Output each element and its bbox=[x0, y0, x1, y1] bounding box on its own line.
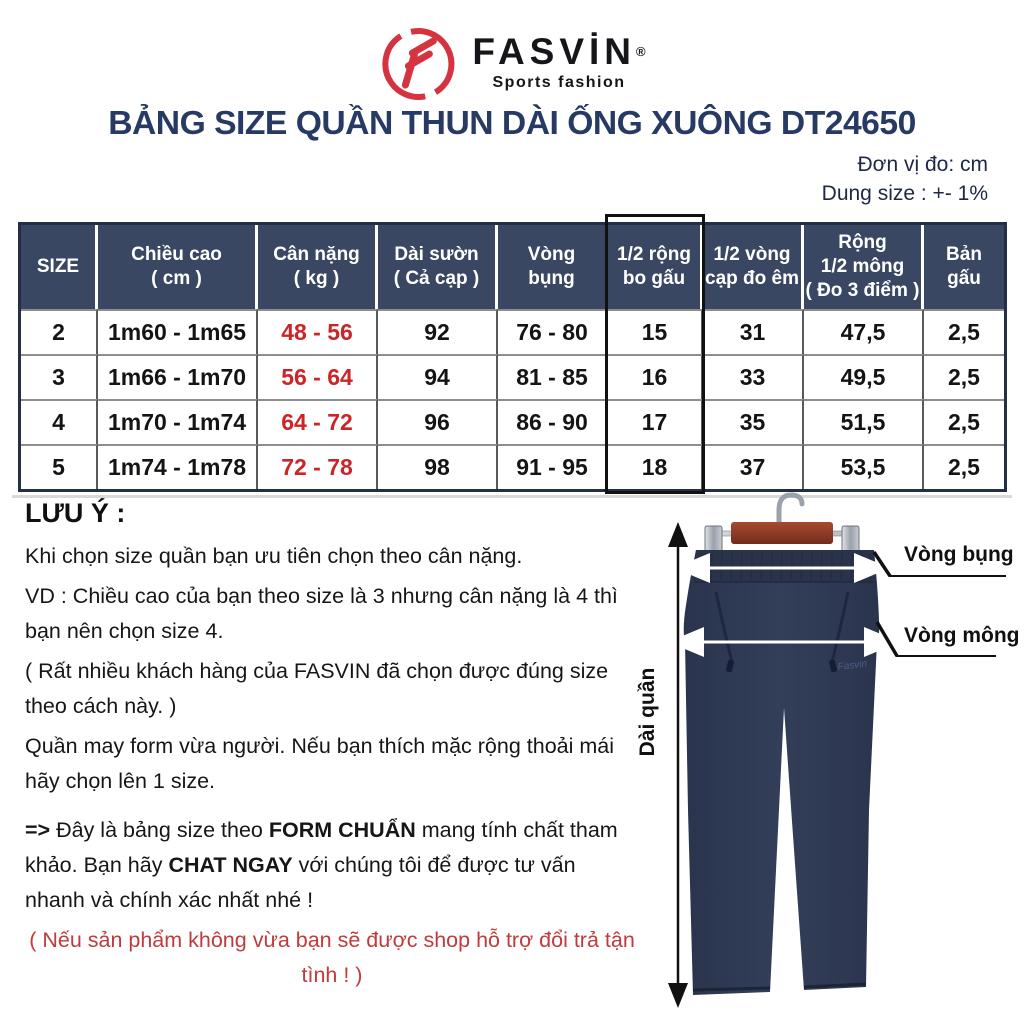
table-shadow bbox=[12, 495, 1012, 498]
hip-label: Vòng mông bbox=[904, 624, 1019, 647]
table-cell: 51,5 bbox=[804, 399, 924, 444]
table-cell: 37 bbox=[703, 444, 804, 489]
measurement-units: Đơn vị đo: cm Dung size : +- 1% bbox=[822, 150, 988, 208]
table-cell: 4 bbox=[21, 399, 98, 444]
notes-heading: LƯU Ý : bbox=[25, 498, 126, 528]
header-waistband: 1/2 vòng cạp đo êm bbox=[703, 225, 804, 309]
table-cell: 64 - 72 bbox=[258, 399, 378, 444]
table-cell: 92 bbox=[378, 309, 498, 354]
pants-embroidery-logo: Fasvin bbox=[837, 658, 868, 673]
pants-image: Fasvin bbox=[683, 550, 880, 995]
tolerance-line: Dung size : +- 1% bbox=[821, 182, 988, 205]
table-cell: 56 - 64 bbox=[258, 354, 378, 399]
header-height: Chiều cao ( cm ) bbox=[98, 225, 258, 309]
page-title: BẢNG SIZE QUẦN THUN DÀI ỐNG XUÔNG DT2465… bbox=[108, 104, 916, 141]
table-cell: 2,5 bbox=[924, 354, 1004, 399]
note-paragraph: ( Rất nhiều khách hàng của FASVIN đã chọ… bbox=[25, 659, 609, 718]
note-bold-chat-ngay: CHAT NGAY bbox=[168, 853, 293, 877]
note-paragraph: Khi chọn size quần bạn ưu tiên chọn theo… bbox=[25, 544, 523, 568]
notes-section: LƯU Ý : Khi chọn size quần bạn ưu tiên c… bbox=[25, 498, 639, 998]
note-paragraph: VD : Chiều cao của bạn theo size là 3 nh… bbox=[25, 584, 618, 643]
table-row: 3 1m66 - 1m70 56 - 64 94 81 - 85 16 33 49,5 2,5 bbox=[21, 354, 1004, 399]
table-cell: 47,5 bbox=[804, 309, 924, 354]
header-waist: Vòng bụng bbox=[498, 225, 608, 309]
table-row: 5 1m74 - 1m78 72 - 78 98 91 - 95 18 37 53,5 2,5 bbox=[21, 444, 1004, 489]
table-cell: 81 - 85 bbox=[498, 354, 608, 399]
table-row: 4 1m70 - 1m74 64 - 72 96 86 - 90 17 35 51,5 2,5 bbox=[21, 399, 1004, 444]
size-table-body: 2 1m60 - 1m65 48 - 56 92 76 - 80 15 31 47,5 2,5 3… bbox=[21, 309, 1004, 489]
header-weight: Cân nặng ( kg ) bbox=[258, 225, 378, 309]
table-cell: 1m60 - 1m65 bbox=[98, 309, 258, 354]
return-policy-note: ( Nếu sản phẩm không vừa bạn sẽ được sho… bbox=[29, 928, 635, 987]
pants-measurement-figure: Fasvin Vòng bụng Vòng mông Dài quần bbox=[636, 492, 1019, 1008]
table-cell: 2 bbox=[21, 309, 98, 354]
header-size: SIZE bbox=[21, 225, 98, 309]
table-row: 2 1m60 - 1m65 48 - 56 92 76 - 80 15 31 47,5 2,5 bbox=[21, 309, 1004, 354]
fasvin-logo-icon bbox=[382, 28, 455, 100]
waist-leader-line bbox=[872, 551, 892, 577]
table-cell: 49,5 bbox=[804, 354, 924, 399]
table-cell: 2,5 bbox=[924, 309, 1004, 354]
note-bold-form-chuan: FORM CHUẨN bbox=[268, 818, 416, 842]
table-cell: 1m70 - 1m74 bbox=[98, 399, 258, 444]
table-cell: 53,5 bbox=[804, 444, 924, 489]
unit-line: Đơn vị đo: cm bbox=[857, 153, 988, 176]
table-cell: 48 - 56 bbox=[258, 309, 378, 354]
table-cell: 18 bbox=[608, 444, 703, 489]
note-paragraph: Quần may form vừa người. Nếu bạn thích m… bbox=[25, 734, 615, 793]
arrow-glyph: => bbox=[25, 818, 51, 842]
note-text: Đây là bảng size theo bbox=[50, 818, 269, 842]
note-paragraph-emphasis: => Đây là bảng size theo FORM CHUẨN mang… bbox=[25, 813, 639, 918]
note-text: với chúng tôi để được tư vấn nhanh và ch… bbox=[25, 853, 576, 912]
table-cell: 1m74 - 1m78 bbox=[98, 444, 258, 489]
table-cell: 33 bbox=[703, 354, 804, 399]
waist-label: Vòng bụng bbox=[904, 543, 1014, 566]
header-hip: Rộng 1/2 mông ( Đo 3 điểm ) bbox=[804, 225, 924, 309]
header-cuff: Bản gấu bbox=[946, 244, 982, 289]
table-cell: 86 - 90 bbox=[498, 399, 608, 444]
table-cell: 16 bbox=[608, 354, 703, 399]
table-cell: 94 bbox=[378, 354, 498, 399]
length-label: Dài quần bbox=[636, 668, 659, 757]
table-cell: 17 bbox=[608, 399, 703, 444]
brand-header: FASVİN® Sports fashion bbox=[378, 22, 646, 102]
table-cell: 35 bbox=[703, 399, 804, 444]
table-cell: 96 bbox=[378, 399, 498, 444]
table-cell: 2,5 bbox=[924, 444, 1004, 489]
table-cell: 2,5 bbox=[924, 399, 1004, 444]
note-text: mang tính chất tham khảo. Bạn hãy bbox=[25, 818, 618, 877]
size-table-header: SIZE Chiều cao ( cm ) Cân nặng ( kg ) Dà… bbox=[21, 225, 1004, 309]
hip-leader-line bbox=[875, 621, 899, 657]
hanger-hook-icon bbox=[776, 492, 805, 531]
table-cell: 72 - 78 bbox=[258, 444, 378, 489]
table-cell: 31 bbox=[703, 309, 804, 354]
registered-mark: ® bbox=[636, 44, 646, 59]
table-cell: 15 bbox=[608, 309, 703, 354]
table-cell: 91 - 95 bbox=[498, 444, 608, 489]
table-cell: 5 bbox=[21, 444, 98, 489]
size-table: SIZE Chiều cao ( cm ) Cân nặng ( kg ) Dà… bbox=[18, 222, 1007, 492]
table-cell: 1m66 - 1m70 bbox=[98, 354, 258, 399]
table-cell: 98 bbox=[378, 444, 498, 489]
header-hem-width: 1/2 rộng bo gấu bbox=[608, 225, 703, 309]
hanger-wood-bar bbox=[731, 522, 833, 544]
brand-tagline: Sports fashion bbox=[492, 74, 626, 91]
header-side-length: Dài sườn ( Cả cạp ) bbox=[378, 225, 498, 309]
table-cell: 76 - 80 bbox=[498, 309, 608, 354]
table-cell: 3 bbox=[21, 354, 98, 399]
brand-name: FASVİN® bbox=[472, 31, 646, 72]
